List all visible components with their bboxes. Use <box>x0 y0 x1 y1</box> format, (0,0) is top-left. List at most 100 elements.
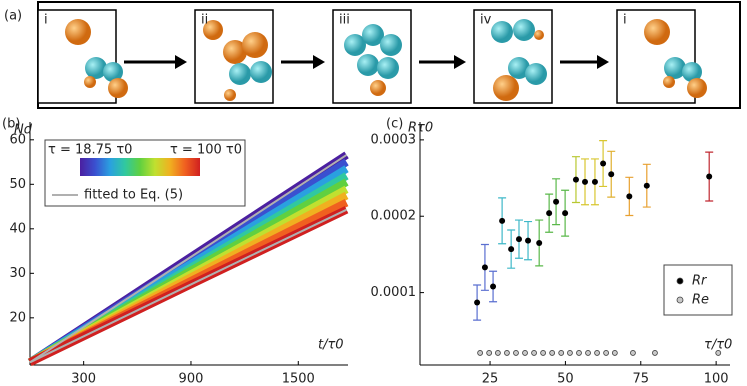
x-tick-label: 1500 <box>282 372 315 386</box>
y-tick-label: 40 <box>9 221 26 236</box>
legend-label: fitted to Eq. (5) <box>84 188 183 203</box>
y-tick-label: 30 <box>9 266 26 281</box>
arrow-head <box>454 55 466 69</box>
sphere <box>491 21 513 43</box>
sphere <box>377 57 399 79</box>
y-tick-label: 50 <box>9 177 26 192</box>
colorbar-max-label: τ = 100 τ0 <box>170 143 242 158</box>
point <box>626 193 633 200</box>
legend-label: Rr <box>692 274 708 289</box>
point <box>715 350 722 356</box>
x-tick-label: 75 <box>633 372 650 386</box>
sphere <box>229 63 251 85</box>
point <box>525 237 532 244</box>
point <box>706 173 713 180</box>
sphere <box>362 24 384 46</box>
point <box>515 236 522 243</box>
y-tick-label: 60 <box>9 132 26 147</box>
sphere <box>224 89 236 101</box>
point <box>591 178 598 185</box>
sphere <box>103 62 123 82</box>
y-axis-label: Nd <box>14 123 33 138</box>
point <box>630 350 636 356</box>
point <box>600 160 607 167</box>
sphere <box>525 63 547 85</box>
step-label: i <box>44 13 48 28</box>
point <box>652 350 658 356</box>
sphere <box>250 61 272 83</box>
sphere <box>242 32 268 58</box>
colorbar <box>80 158 200 176</box>
point <box>549 350 556 356</box>
point <box>567 350 573 356</box>
point <box>513 350 519 356</box>
point <box>481 264 488 271</box>
point <box>499 217 506 224</box>
sphere <box>370 80 386 96</box>
sphere <box>65 19 91 45</box>
arrow-head <box>597 55 609 69</box>
arrow-head <box>313 55 325 69</box>
point <box>486 350 493 356</box>
panel-label: (c) <box>386 117 403 132</box>
point <box>477 350 484 356</box>
point <box>572 176 579 183</box>
point <box>494 350 501 356</box>
x-tick-label: 25 <box>482 372 499 386</box>
legend-marker <box>676 296 684 304</box>
point <box>608 171 615 178</box>
point <box>508 246 515 253</box>
point <box>562 210 569 217</box>
y-tick-label: 20 <box>9 310 26 325</box>
x-tick-label: 50 <box>557 372 574 386</box>
x-tick-label: 300 <box>71 372 96 386</box>
x-axis-label: t/τ0 <box>318 338 344 353</box>
point <box>643 182 650 189</box>
point <box>576 350 582 356</box>
sphere <box>380 34 402 56</box>
sphere <box>493 75 519 101</box>
y-tick-label: 0.0001 <box>371 285 417 300</box>
sphere <box>513 19 535 41</box>
fit-line <box>29 208 348 364</box>
sphere <box>664 57 686 79</box>
x-tick-label: 100 <box>704 372 729 386</box>
point <box>585 350 591 356</box>
sphere <box>644 19 670 45</box>
point <box>558 350 565 356</box>
point <box>603 350 610 356</box>
sphere <box>508 57 530 79</box>
x-tick-label: 900 <box>179 372 204 386</box>
point <box>594 350 600 356</box>
sphere <box>223 40 247 64</box>
y-tick-label: 0.0002 <box>371 209 417 224</box>
sphere <box>663 76 675 88</box>
sphere <box>687 78 707 98</box>
sphere <box>682 62 702 82</box>
y-axis-label: Rτ0 <box>408 121 433 136</box>
sphere <box>357 54 379 76</box>
legend-box <box>663 264 733 316</box>
sphere <box>108 78 128 98</box>
point <box>504 350 510 356</box>
sphere <box>85 57 107 79</box>
x-axis-label: τ/τ0 <box>704 338 732 353</box>
point <box>553 198 560 205</box>
legend-marker <box>676 277 684 285</box>
step-label: i <box>623 13 627 28</box>
point <box>522 350 528 356</box>
sphere <box>203 20 223 40</box>
panel-label: (b) <box>2 117 20 132</box>
fit-line <box>29 154 348 364</box>
point <box>490 283 497 290</box>
sphere <box>534 30 544 40</box>
arrow-head <box>175 55 187 69</box>
point <box>531 350 537 356</box>
legend-label: Re <box>692 293 709 308</box>
point <box>611 350 618 356</box>
point <box>536 239 543 246</box>
y-tick-label: 0.0003 <box>371 132 417 147</box>
colorbar-min-label: τ = 18.75 τ0 <box>48 143 132 158</box>
step-label: ii <box>201 13 208 28</box>
